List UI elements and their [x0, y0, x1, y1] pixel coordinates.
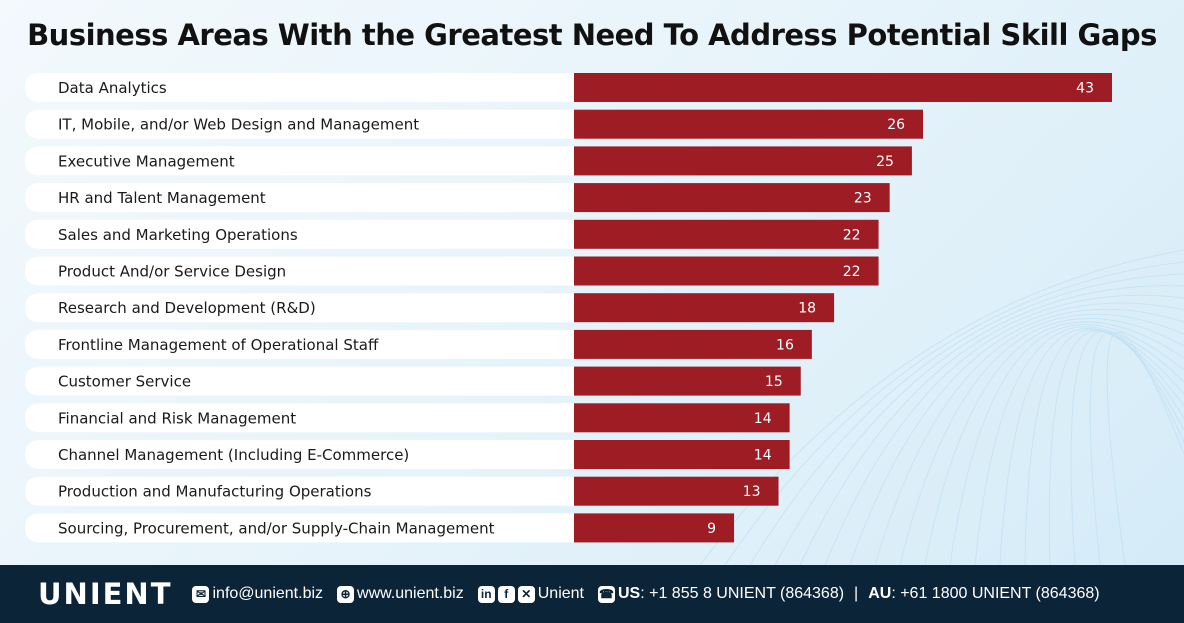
- category-label: Production and Manufacturing Operations: [58, 483, 372, 501]
- category-label: Frontline Management of Operational Staf…: [58, 336, 379, 354]
- label-pill: [25, 366, 574, 396]
- value-label: 18: [798, 301, 816, 317]
- bar-row: IT, Mobile, and/or Web Design and Manage…: [25, 109, 924, 139]
- bar-row: Sales and Marketing Operations 22: [25, 219, 879, 249]
- separator: |: [854, 585, 859, 602]
- social-handle: Unient: [537, 585, 584, 602]
- label-pill: [25, 440, 574, 469]
- label-pill: [25, 329, 574, 359]
- bar: [574, 329, 812, 359]
- us-label: US: [617, 585, 641, 602]
- label-pill: [25, 293, 574, 323]
- bar: [574, 219, 879, 249]
- linkedin-icon[interactable]: in: [477, 585, 495, 603]
- value-label: 15: [765, 374, 783, 390]
- bar-row: Production and Manufacturing Operations 1…: [25, 476, 779, 506]
- category-label: Research and Development (R&D): [58, 299, 316, 317]
- phone-icon: ☎: [597, 585, 615, 603]
- bar-row: Customer Service 15: [25, 366, 801, 396]
- bar-row: Frontline Management of Operational Staf…: [25, 329, 812, 359]
- value-label: 22: [843, 264, 861, 280]
- chart-title: Business Areas With the Greatest Need To…: [27, 18, 1157, 52]
- value-label: 43: [1076, 81, 1094, 97]
- bar: [574, 513, 735, 543]
- bar: [574, 366, 801, 396]
- bar-row: Data Analytics 43: [25, 73, 1112, 102]
- category-label: Financial and Risk Management: [58, 409, 296, 427]
- bar-row: Executive Management 25: [25, 146, 912, 176]
- value-label: 14: [754, 448, 772, 464]
- bar: [574, 256, 879, 286]
- label-pill: [25, 403, 574, 433]
- category-label: IT, Mobile, and/or Web Design and Manage…: [58, 116, 419, 134]
- background-waves: [699, 249, 1184, 565]
- bar: [574, 440, 790, 469]
- label-pill: [25, 256, 574, 286]
- label-pill: [25, 146, 574, 176]
- au-phone: : +61 1800 UNIENT (864368): [891, 585, 1100, 602]
- value-label: 9: [707, 521, 716, 537]
- bar: [574, 109, 924, 139]
- bar-row: Product And/or Service Design 22: [25, 256, 879, 286]
- us-phone: : +1 855 8 UNIENT (864368): [640, 585, 845, 602]
- email-icon: ✉: [192, 585, 210, 603]
- value-label: 14: [754, 411, 772, 427]
- label-pill: [25, 476, 574, 506]
- category-label: Product And/or Service Design: [58, 263, 286, 281]
- value-label: 16: [776, 337, 794, 353]
- category-label: Channel Management (Including E-Commerce…: [58, 446, 409, 464]
- globe-icon: ⊕: [337, 585, 355, 603]
- category-label: Sales and Marketing Operations: [58, 226, 298, 244]
- value-label: 13: [743, 484, 761, 500]
- category-label: HR and Talent Management: [58, 189, 266, 207]
- label-pill: [25, 513, 574, 543]
- email-link[interactable]: info@unient.biz: [212, 585, 324, 602]
- value-label: 22: [843, 227, 861, 243]
- value-label: 26: [887, 117, 905, 133]
- value-label: 23: [854, 191, 872, 207]
- label-pill: [25, 183, 574, 213]
- footer: UNIENT ✉ info@unient.biz ⊕ www.unient.biz …: [0, 565, 1184, 623]
- bar: [574, 476, 779, 506]
- bar-row: Sourcing, Procurement, and/or Supply-Cha…: [25, 513, 735, 543]
- bar-row: Research and Development (R&D) 18: [25, 293, 835, 323]
- website-link[interactable]: www.unient.biz: [357, 585, 464, 602]
- bar: [574, 183, 890, 213]
- bar-row: Financial and Risk Management 14: [25, 403, 790, 433]
- label-pill: [25, 73, 574, 102]
- label-pill: [25, 109, 574, 139]
- bar-chart: Data Analytics 43 IT, Mobile, and/or Web D…: [25, 73, 1184, 565]
- bar-row: Channel Management (Including E-Commerce…: [25, 440, 790, 469]
- logo: UNIENT: [38, 577, 173, 611]
- bar: [574, 73, 1112, 102]
- au-label: AU: [868, 585, 892, 602]
- bar: [574, 293, 835, 323]
- category-label: Sourcing, Procurement, and/or Supply-Cha…: [58, 519, 495, 537]
- facebook-icon[interactable]: f: [497, 585, 515, 603]
- category-label: Customer Service: [58, 373, 191, 391]
- category-label: Executive Management: [58, 152, 235, 170]
- label-pill: [25, 219, 574, 249]
- twitter-icon[interactable]: ✕: [517, 585, 535, 603]
- bar-row: HR and Talent Management 23: [25, 183, 890, 213]
- category-label: Data Analytics: [58, 79, 167, 97]
- bar: [574, 146, 912, 176]
- bar: [574, 403, 790, 433]
- value-label: 25: [876, 154, 894, 170]
